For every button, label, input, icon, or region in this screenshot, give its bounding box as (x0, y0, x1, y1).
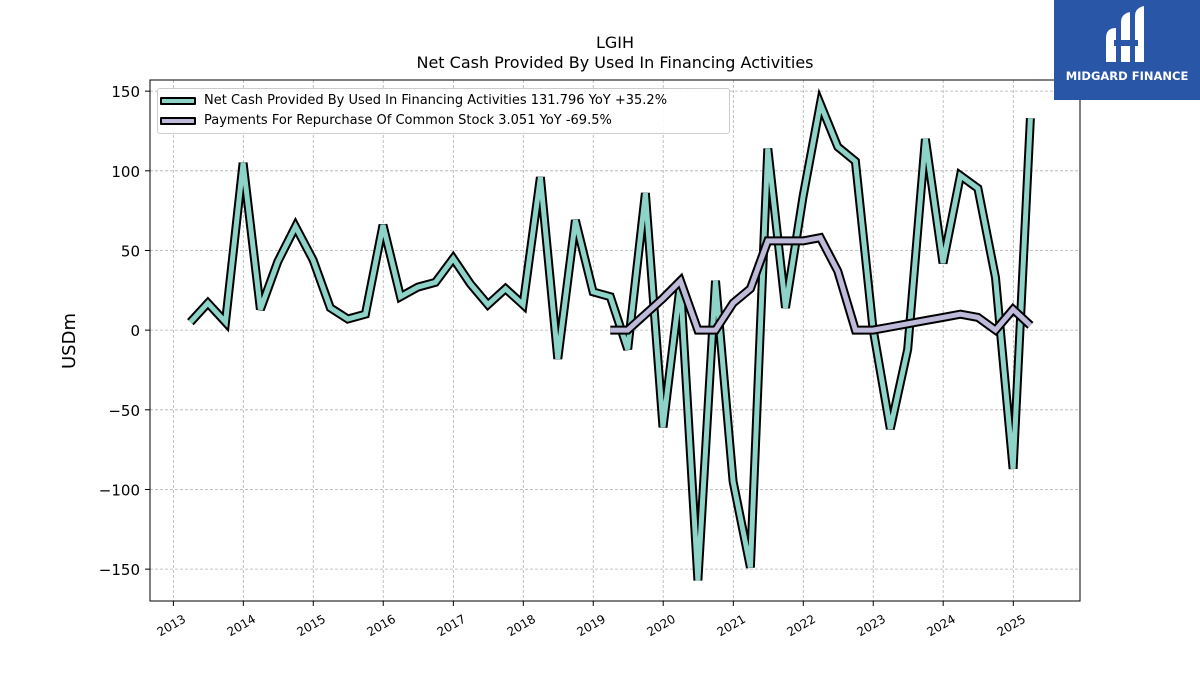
legend-label-financing: Net Cash Provided By Used In Financing A… (204, 93, 668, 108)
x-tick-label: 2024 (924, 612, 957, 639)
series-line (188, 95, 1033, 581)
chart-title: LGIH (596, 33, 634, 52)
x-tick-label: 2020 (644, 612, 677, 639)
legend-label-repurchase: Payments For Repurchase Of Common Stock … (204, 113, 612, 128)
x-tick-label: 2016 (364, 612, 397, 639)
y-tick-label: 50 (121, 242, 140, 260)
series-line-outline (187, 87, 1035, 581)
x-tick-label: 2021 (715, 612, 748, 639)
x-tick-label: 2014 (225, 612, 258, 639)
series-1 (610, 232, 1034, 337)
legend-item-financing: Net Cash Provided By Used In Financing A… (158, 91, 729, 111)
grid-lines (150, 80, 1080, 601)
x-tick-label: 2018 (505, 612, 538, 639)
x-tick-label: 2015 (295, 612, 328, 639)
y-tick-label: −150 (99, 561, 140, 579)
y-tick-label: 0 (130, 322, 140, 340)
series-line (610, 234, 1033, 334)
brand-logo: MIDGARD FINANCE (1054, 0, 1200, 100)
legend: Net Cash Provided By Used In Financing A… (157, 88, 730, 134)
y-axis-label: USDm (59, 313, 80, 369)
series-0 (187, 87, 1035, 581)
x-tick-label: 2013 (155, 612, 188, 639)
y-tick-label: 150 (111, 83, 140, 101)
plot-frame (149, 79, 1081, 602)
x-tick-label: 2022 (785, 612, 818, 639)
legend-item-repurchase: Payments For Repurchase Of Common Stock … (158, 111, 729, 131)
legend-swatch-repurchase (160, 117, 196, 125)
brand-logo-icon (1106, 6, 1144, 62)
y-tick-label: −50 (108, 402, 140, 420)
x-tick-label: 2025 (995, 612, 1028, 639)
brand-name: MIDGARD FINANCE (1065, 69, 1189, 83)
y-tick-label: −100 (99, 481, 140, 499)
x-tick-label: 2019 (575, 612, 608, 639)
legend-swatch-financing (160, 97, 196, 105)
x-tick-label: 2017 (435, 612, 468, 639)
chart-subtitle: Net Cash Provided By Used In Financing A… (416, 53, 813, 72)
series-layer (187, 87, 1035, 581)
y-tick-label: 100 (111, 163, 140, 181)
x-tick-label: 2023 (854, 612, 887, 639)
